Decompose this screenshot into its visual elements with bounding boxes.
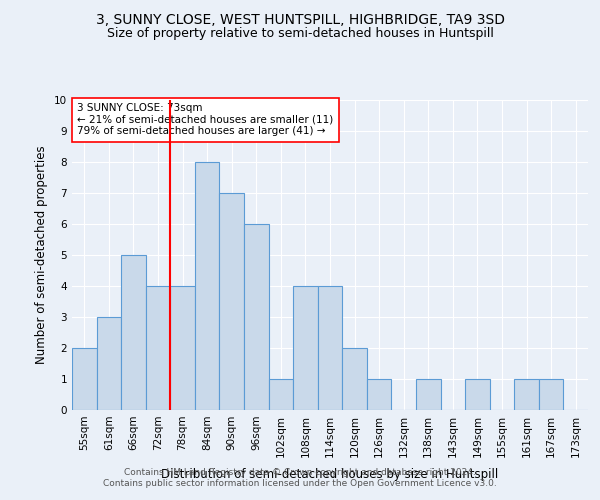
- Bar: [318, 286, 342, 410]
- Bar: [416, 379, 440, 410]
- Bar: [170, 286, 195, 410]
- Bar: [514, 379, 539, 410]
- Text: Size of property relative to semi-detached houses in Huntspill: Size of property relative to semi-detach…: [107, 28, 493, 40]
- Bar: [465, 379, 490, 410]
- Bar: [220, 193, 244, 410]
- Y-axis label: Number of semi-detached properties: Number of semi-detached properties: [35, 146, 49, 364]
- Bar: [539, 379, 563, 410]
- X-axis label: Distribution of semi-detached houses by size in Huntspill: Distribution of semi-detached houses by …: [161, 468, 499, 481]
- Text: 3 SUNNY CLOSE: 73sqm
← 21% of semi-detached houses are smaller (11)
79% of semi-: 3 SUNNY CLOSE: 73sqm ← 21% of semi-detac…: [77, 103, 334, 136]
- Bar: [244, 224, 269, 410]
- Bar: [293, 286, 318, 410]
- Bar: [72, 348, 97, 410]
- Bar: [367, 379, 391, 410]
- Bar: [146, 286, 170, 410]
- Text: 3, SUNNY CLOSE, WEST HUNTSPILL, HIGHBRIDGE, TA9 3SD: 3, SUNNY CLOSE, WEST HUNTSPILL, HIGHBRID…: [95, 12, 505, 26]
- Bar: [269, 379, 293, 410]
- Text: Contains HM Land Registry data © Crown copyright and database right 2024.
Contai: Contains HM Land Registry data © Crown c…: [103, 468, 497, 487]
- Bar: [97, 317, 121, 410]
- Bar: [121, 255, 146, 410]
- Bar: [342, 348, 367, 410]
- Bar: [195, 162, 220, 410]
